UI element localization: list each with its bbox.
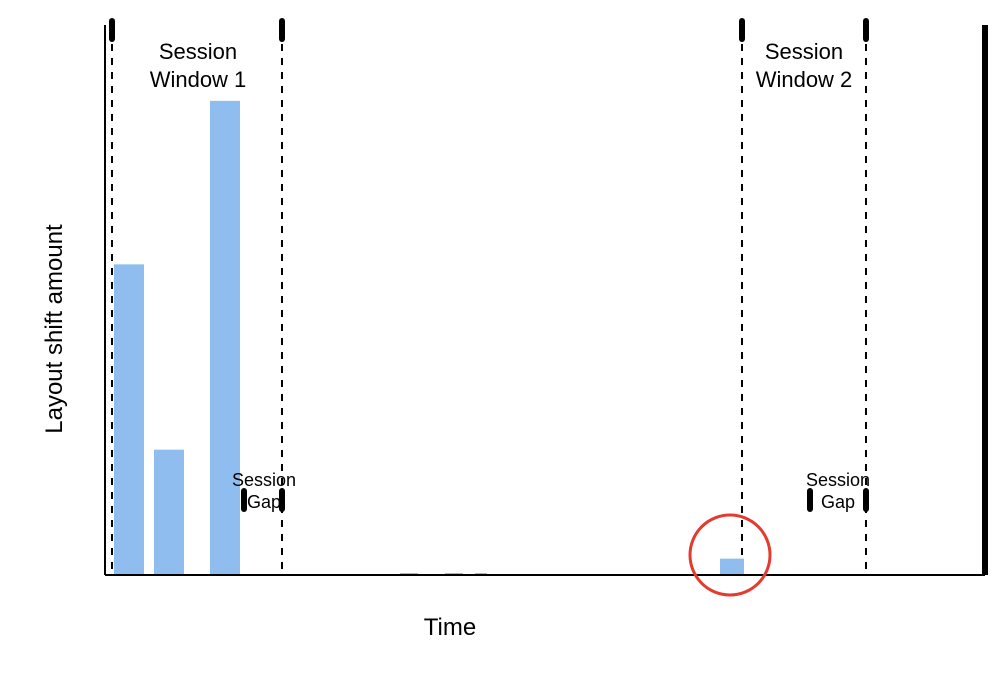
session-window-1-label-line2: Window 1	[98, 69, 298, 91]
tick-mark-1	[279, 18, 285, 42]
tick-mark-2	[739, 18, 745, 42]
cls-chart-container: Time Layout shift amount Session Window …	[0, 0, 1000, 687]
session-gap-2-label-line1: Session	[778, 471, 898, 489]
layout-shift-bar-0	[114, 264, 144, 575]
session-gap-2-label-line2: Gap	[778, 493, 898, 511]
layout-shift-bar-3	[720, 559, 744, 575]
session-window-2-label-line2: Window 2	[704, 69, 904, 91]
highlight-circle	[690, 515, 770, 595]
session-window-2-label-line1: Session	[704, 41, 904, 63]
layout-shift-bar-1	[154, 450, 184, 575]
x-axis-label: Time	[350, 616, 550, 640]
tick-mark-3	[863, 18, 869, 42]
session-gap-1-label-line1: Session	[204, 471, 324, 489]
tick-mark-0	[109, 18, 115, 42]
session-window-1-label-line1: Session	[98, 41, 298, 63]
session-gap-1-label-line2: Gap	[204, 493, 324, 511]
cls-chart-svg	[0, 0, 1000, 687]
y-axis-label: Layout shift amount	[41, 179, 69, 479]
